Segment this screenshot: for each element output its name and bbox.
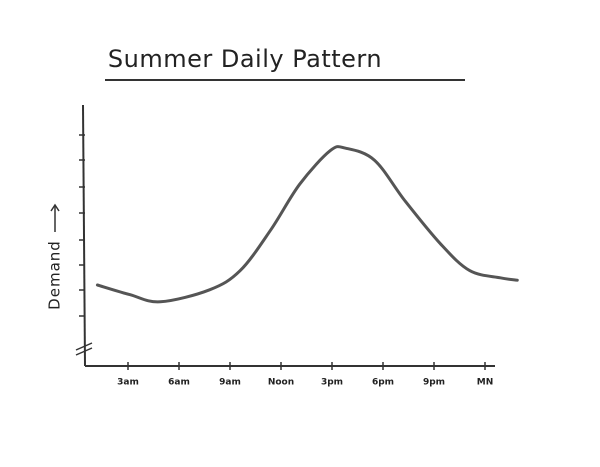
chart-title: Summer Daily Pattern xyxy=(108,45,382,73)
x-tick-label: 3am xyxy=(117,378,139,388)
y-axis xyxy=(82,104,86,367)
x-tick-label: 3pm xyxy=(321,378,343,388)
x-tick-label: 6am xyxy=(168,378,190,388)
y-axis-label: Demand xyxy=(46,240,64,310)
y-axis-notches xyxy=(79,134,85,317)
x-tick-label: 9am xyxy=(219,378,241,388)
demand-line xyxy=(95,145,519,304)
x-tick-label: MN xyxy=(477,378,494,388)
y-label-arrow xyxy=(50,203,60,232)
axis-break xyxy=(75,342,93,356)
x-tick-label: Noon xyxy=(268,378,294,388)
x-tick-label: 9pm xyxy=(423,378,445,388)
x-tick-label: 6pm xyxy=(372,378,394,388)
